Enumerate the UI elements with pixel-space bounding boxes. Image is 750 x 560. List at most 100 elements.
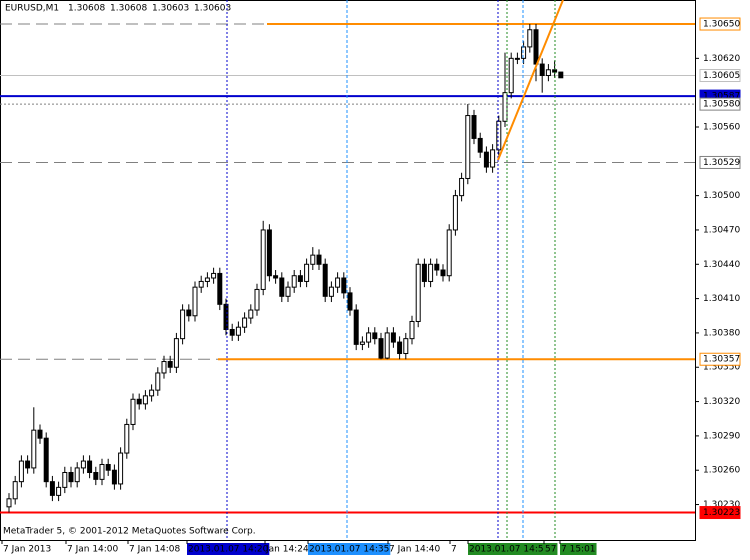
level-label-box (699, 506, 741, 520)
candle-body (173, 338, 179, 368)
level-label: 1.30529 (703, 158, 740, 168)
symbol-title: EURUSD,M1 (5, 4, 59, 14)
time-label: Jan 14:24 (265, 545, 309, 555)
candle-body (521, 46, 527, 59)
candle-body (25, 460, 31, 469)
y-tick-label: 1.30290 (703, 431, 740, 441)
level-label: 1.30223 (703, 508, 740, 518)
candle-body (459, 177, 465, 197)
candle-body (31, 429, 37, 469)
candle-body (297, 275, 303, 282)
time-label: 57 (545, 545, 556, 555)
candle-body (452, 195, 458, 231)
candle-body (62, 472, 68, 488)
candle-body (335, 277, 341, 288)
y-tick-label: 1.30320 (703, 397, 740, 407)
y-tick-label: 1.30410 (703, 294, 740, 304)
time-label-box (187, 543, 270, 555)
candle-body (341, 277, 347, 294)
time-label: 7 15:01 (561, 545, 596, 555)
time-label: 2013.01.07 14:55 (469, 545, 549, 555)
candle-body (496, 120, 502, 151)
candle-body (545, 69, 551, 77)
candle-body (403, 338, 409, 355)
candle-body (273, 275, 279, 279)
level-label-box (699, 155, 741, 169)
candle-body (465, 115, 471, 179)
candle-body (533, 29, 539, 65)
time-label-box (468, 543, 551, 555)
candle-body (6, 498, 12, 508)
candle-body (477, 137, 483, 153)
candle-body (347, 292, 353, 311)
candle-body (390, 332, 396, 343)
candle-body (204, 277, 210, 282)
candle-body (490, 149, 496, 168)
candle-body (167, 361, 173, 368)
candle-body (384, 332, 390, 359)
level-label: 1.30580 (703, 100, 740, 110)
time-label: 7 Jan 14:08 (129, 545, 181, 555)
candle-body (161, 361, 167, 374)
candle-body (74, 467, 80, 483)
candle-body (440, 269, 446, 277)
candle-body (180, 309, 186, 340)
y-tick-label: 1.30560 (703, 122, 740, 132)
level-label: 1.30650 (703, 20, 740, 30)
header-price: 1.30603 (194, 4, 231, 14)
candle-body (155, 372, 161, 391)
candle-body (527, 29, 533, 48)
time-label: 7 Jan 14:40 (389, 545, 441, 555)
candle-body (124, 423, 130, 454)
candle-body (514, 57, 520, 60)
candle-body (229, 328, 235, 336)
candle-body (471, 115, 477, 139)
candle-body (483, 151, 489, 168)
candle-body (118, 452, 124, 485)
candle-body (235, 326, 241, 336)
candle-body (434, 263, 440, 271)
level-label-box (699, 352, 741, 366)
y-tick-label: 1.30380 (703, 328, 740, 338)
candle-body (105, 463, 111, 471)
candle-body (68, 472, 74, 483)
time-label-box (560, 543, 597, 555)
candle-body (285, 286, 291, 297)
y-tick-label: 1.30230 (703, 500, 740, 510)
candle-body (502, 92, 508, 122)
candle-body (304, 263, 310, 282)
candle-body (316, 254, 322, 265)
time-label: 7 (451, 545, 457, 555)
candle-body (279, 277, 285, 297)
candle-body (372, 332, 378, 340)
candle-body (508, 57, 514, 94)
candle-body (223, 303, 229, 330)
candle-body (43, 437, 49, 483)
candle-body (149, 389, 155, 397)
header-price: 1.30608 (68, 4, 105, 14)
candle-body (192, 286, 198, 317)
y-tick-label: 1.30260 (703, 466, 740, 476)
candle-body (186, 309, 192, 317)
candle-body (266, 229, 272, 277)
time-label: 7 Jan 14:00 (67, 545, 119, 555)
header-price: 1.30603 (152, 4, 189, 14)
candle-body (558, 71, 564, 79)
plot-area (0, 0, 696, 541)
candle-body (552, 69, 558, 73)
candle-body (366, 332, 372, 343)
level-label-box (699, 69, 741, 83)
candle-body (211, 272, 217, 279)
y-tick-label: 1.30500 (703, 191, 740, 201)
candle-body (359, 341, 365, 345)
candle-body (56, 486, 62, 496)
candle-body (310, 254, 316, 265)
y-tick-label: 1.30620 (703, 54, 740, 64)
time-label: 2013.01.07 14:20 (188, 545, 269, 555)
candle-body (353, 309, 359, 345)
y-tick-label: 1.30440 (703, 260, 740, 270)
candle-body (397, 341, 403, 355)
y-tick-label: 1.30350 (703, 363, 740, 373)
candle-body (254, 288, 260, 311)
candle-body (130, 398, 136, 425)
